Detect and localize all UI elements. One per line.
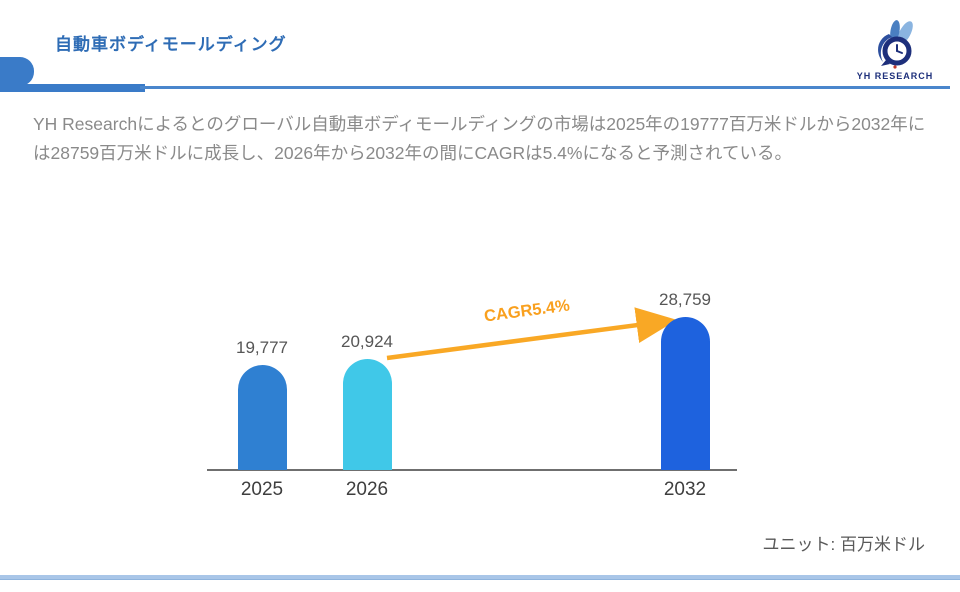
bar-2032: [660, 317, 710, 470]
header-underline-thin: [140, 86, 950, 89]
x-axis-line: [207, 469, 737, 471]
cagr-annotation: CAGR5.4%: [483, 296, 571, 326]
bar-value-2026: 20,924: [341, 332, 393, 351]
x-tick-2032: 2032: [663, 479, 707, 500]
page-title: 自動車ボディモールディング: [55, 35, 287, 54]
x-tick-2026: 2026: [345, 479, 389, 500]
header-underline-thick: [0, 84, 145, 92]
footer-accent-bar: [0, 575, 960, 580]
bar-2026: [342, 359, 392, 470]
logo-bird-icon: [878, 20, 913, 69]
bar-value-2025: 19,777: [236, 338, 288, 357]
market-summary-text: YH Researchによるとのグローバル自動車ボディモールディングの市場は20…: [33, 114, 926, 163]
unit-label: ユニット: 百万米ドル: [762, 535, 925, 554]
yh-research-logo: YH RESEARCH: [845, 20, 945, 82]
bar-2025: [237, 365, 287, 470]
bar-value-2032: 28,759: [659, 290, 711, 309]
logo-brand-text: YH RESEARCH: [856, 71, 934, 81]
header-accent-shape: [0, 57, 34, 86]
x-tick-2025: 2025: [240, 479, 284, 500]
